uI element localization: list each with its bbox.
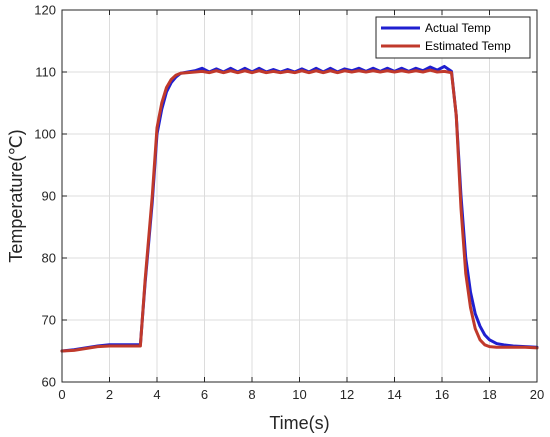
x-tick-label: 10 [292, 387, 306, 402]
y-tick-label: 60 [42, 375, 56, 390]
y-tick-label: 100 [34, 127, 56, 142]
y-tick-label: 90 [42, 189, 56, 204]
y-tick-labels: 60 70 80 90 100 110 120 [34, 3, 56, 390]
x-tick-label: 20 [530, 387, 544, 402]
y-tick-label: 110 [35, 65, 56, 80]
legend-label-actual: Actual Temp [425, 21, 491, 35]
y-axis-label: Temperature(℃) [6, 129, 26, 262]
y-tick-label: 70 [42, 313, 56, 328]
x-tick-label: 0 [58, 387, 65, 402]
legend-box [375, 16, 531, 59]
x-tick-label: 6 [201, 387, 208, 402]
legend: Actual Temp Estimated Temp [375, 16, 531, 59]
x-tick-label: 4 [153, 387, 160, 402]
series-lines [60, 64, 539, 353]
series-estimated-temp-line [60, 68, 539, 353]
x-tick-label: 14 [387, 387, 401, 402]
y-tick-label: 80 [42, 251, 56, 266]
legend-label-estimated: Estimated Temp [425, 39, 511, 53]
x-tick-label: 12 [340, 387, 354, 402]
x-tick-label: 8 [248, 387, 255, 402]
tick-marks [61, 9, 538, 383]
x-axis-label: Time(s) [269, 413, 329, 433]
x-tick-labels: 0 2 4 6 8 10 12 14 16 18 20 [58, 387, 544, 402]
x-tick-label: 16 [435, 387, 449, 402]
x-tick-label: 18 [482, 387, 496, 402]
x-tick-label: 2 [106, 387, 113, 402]
y-tick-label: 120 [34, 3, 56, 18]
